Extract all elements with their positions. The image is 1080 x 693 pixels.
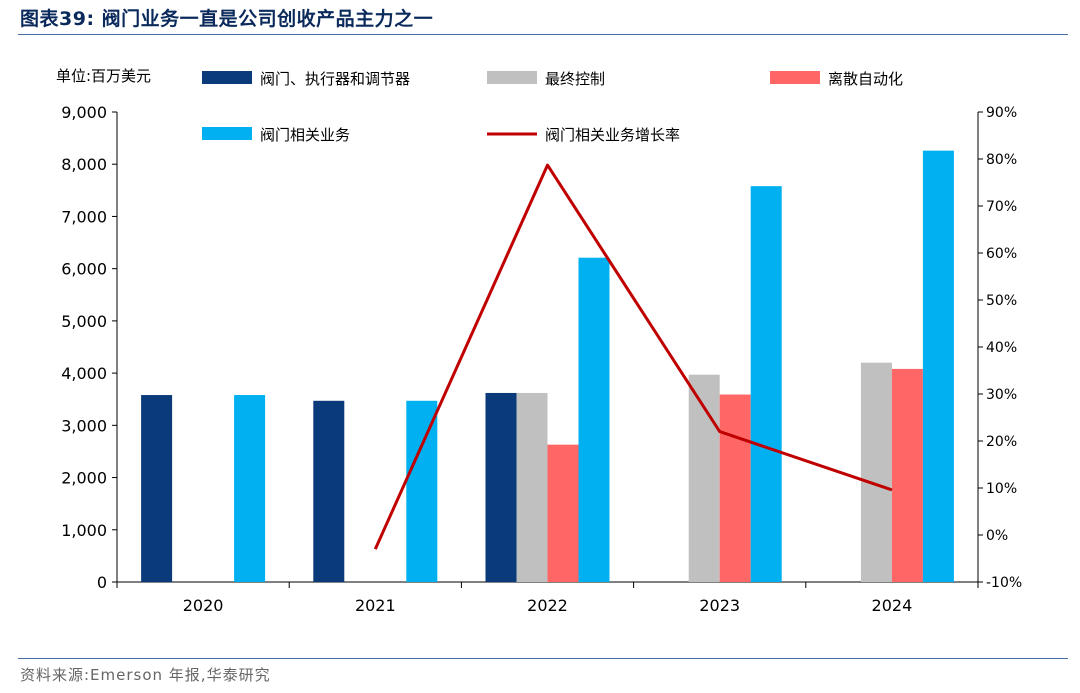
- bar-0-0: [141, 395, 173, 582]
- y-tick-label: 0: [97, 573, 107, 592]
- y2-tick-label: 50%: [986, 293, 1017, 309]
- legend-swatch-0: [202, 71, 252, 84]
- bar-2-2: [547, 444, 579, 582]
- y2-tick-label: 10%: [986, 481, 1017, 497]
- y-tick-label: 8,000: [61, 155, 107, 174]
- x-tick-label: 2024: [872, 596, 913, 615]
- legend-swatch-1: [487, 71, 537, 84]
- bar-4-3: [922, 150, 954, 582]
- legend-label-4: 阀门相关业务增长率: [545, 126, 680, 144]
- y-tick-label: 4,000: [61, 364, 107, 383]
- y2-tick-label: 70%: [986, 199, 1017, 215]
- x-tick-label: 2022: [527, 596, 568, 615]
- bar-1-0: [313, 400, 345, 582]
- legend-label-1: 最终控制: [545, 70, 605, 88]
- bar-3-3: [750, 186, 782, 582]
- unit-label: 单位:百万美元: [56, 67, 151, 85]
- legend-label-0: 阀门、执行器和调节器: [260, 70, 410, 88]
- title-divider: [18, 34, 1068, 35]
- bar-2-0: [485, 392, 517, 582]
- y-tick-label: 9,000: [61, 103, 107, 122]
- y-tick-label: 5,000: [61, 312, 107, 331]
- x-tick-label: 2020: [183, 596, 224, 615]
- y-tick-label: 3,000: [61, 416, 107, 435]
- y2-tick-label: -10%: [986, 575, 1022, 591]
- legend-swatch-2: [770, 71, 820, 84]
- legend-label-3: 阀门相关业务: [260, 126, 350, 144]
- y2-tick-label: 80%: [986, 152, 1017, 168]
- y2-tick-label: 90%: [986, 105, 1017, 121]
- y2-tick-label: 0%: [986, 528, 1008, 544]
- y2-tick-label: 40%: [986, 340, 1017, 356]
- y-tick-label: 1,000: [61, 521, 107, 540]
- bar-0-3: [234, 395, 266, 582]
- bar-4-2: [891, 368, 923, 582]
- x-tick-label: 2021: [355, 596, 396, 615]
- bar-1-3: [406, 400, 438, 582]
- legend-label-2: 离散自动化: [828, 70, 903, 88]
- bar-3-2: [719, 394, 751, 582]
- y2-tick-label: 20%: [986, 434, 1017, 450]
- bar-2-1: [516, 392, 548, 582]
- y-tick-label: 7,000: [61, 207, 107, 226]
- x-tick-label: 2023: [699, 596, 740, 615]
- bar-2-3: [578, 257, 610, 582]
- y2-tick-label: 60%: [986, 246, 1017, 262]
- legend-swatch-3: [202, 127, 252, 140]
- y-tick-label: 6,000: [61, 260, 107, 279]
- y2-tick-label: 30%: [986, 387, 1017, 403]
- y-tick-label: 2,000: [61, 469, 107, 488]
- footer-divider: [18, 658, 1068, 659]
- bar-4-1: [860, 362, 892, 582]
- chart-title: 图表39: 阀门业务一直是公司创收产品主力之一: [20, 8, 434, 30]
- source-note: 资料来源:Emerson 年报,华泰研究: [20, 666, 271, 684]
- growth-line: [373, 163, 893, 550]
